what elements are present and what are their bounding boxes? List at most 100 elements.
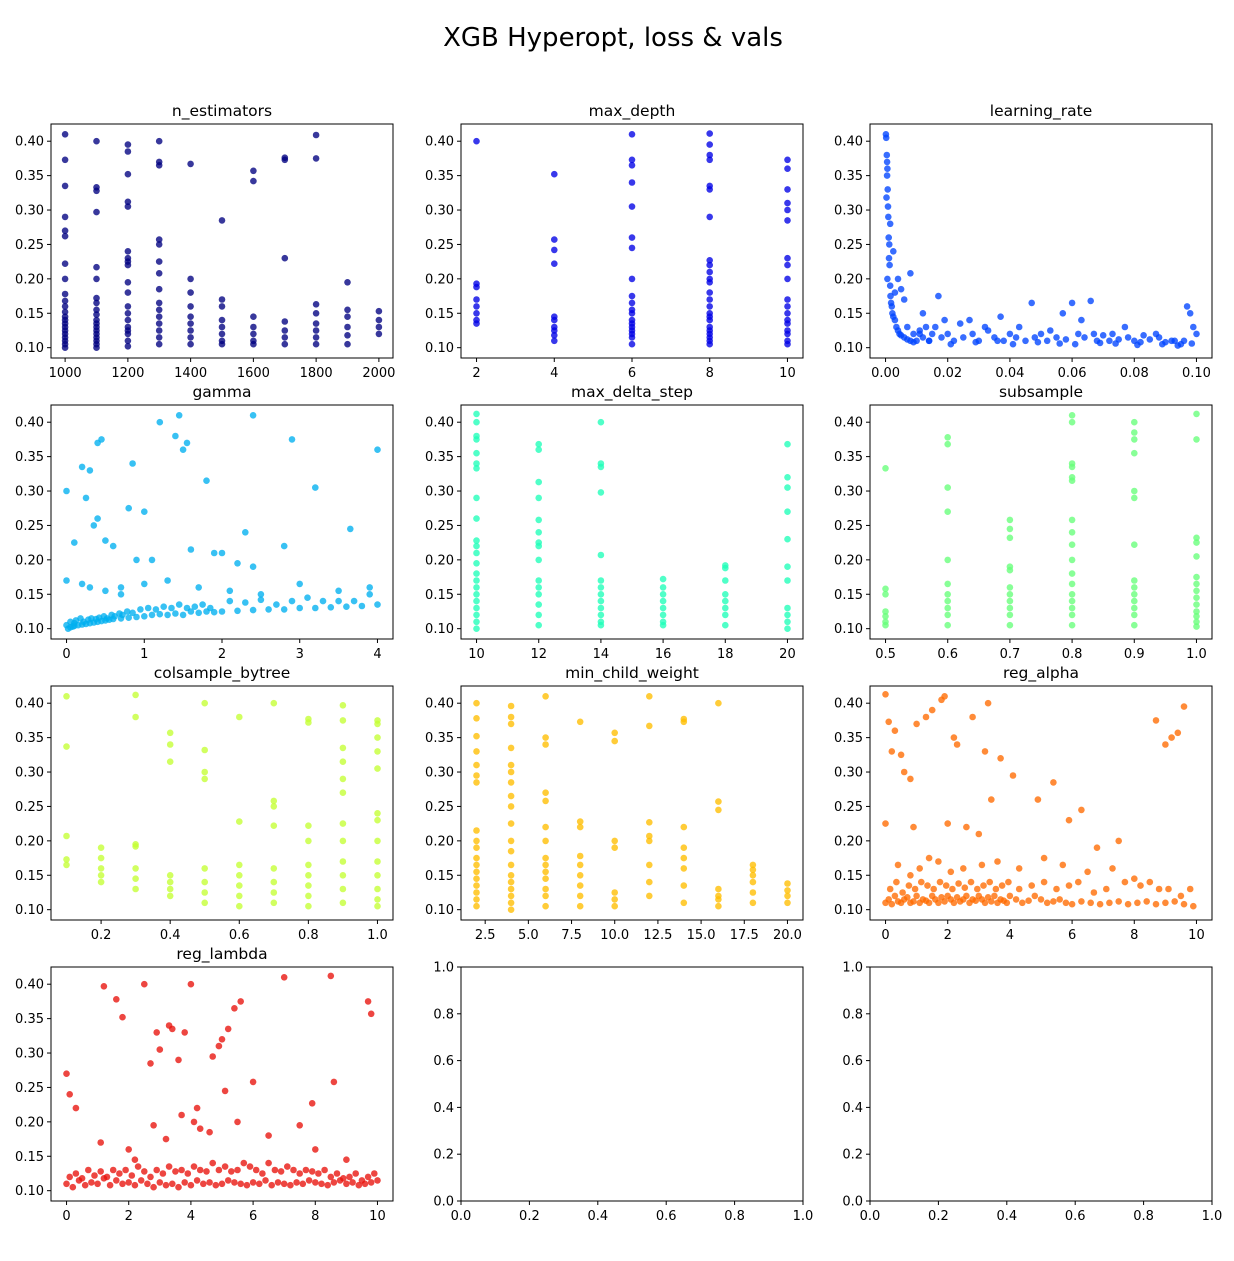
scatter-point (1081, 334, 1088, 341)
scatter-point (963, 892, 970, 900)
scatter-point (972, 338, 979, 346)
scatter-point (706, 261, 713, 269)
scatter-point (1006, 591, 1014, 598)
scatter-point (201, 899, 208, 907)
scatter-point (706, 130, 713, 137)
scatter-points (63, 972, 381, 1191)
scatter-point (1068, 900, 1076, 908)
scatter-point (281, 318, 289, 325)
scatter-point (1131, 577, 1138, 584)
scatter-point (137, 606, 144, 613)
scatter-point (312, 155, 320, 162)
y-tick-label: 0.30 (15, 204, 44, 219)
x-tick-label: 3 (296, 647, 304, 662)
scatter-point (250, 340, 257, 348)
scatter-point (913, 720, 920, 728)
scatter-point (894, 275, 902, 283)
scatter-point (994, 337, 1001, 345)
y-tick-label: 0.10 (15, 622, 44, 637)
scatter-point (1068, 516, 1076, 524)
scatter-point (784, 206, 791, 214)
scatter-point (242, 599, 249, 606)
x-tick-label: 6 (249, 1209, 257, 1224)
scatter-point (195, 609, 202, 617)
scatter-point (507, 837, 515, 845)
scatter-point (628, 131, 636, 138)
scatter-point (132, 713, 139, 721)
scatter-point (1171, 898, 1178, 905)
scatter-point (270, 699, 278, 707)
scatter-point (885, 718, 892, 726)
y-tick-label: 0.4 (842, 1101, 863, 1116)
scatter-points (473, 410, 791, 632)
y-tick-label: 0.10 (834, 341, 863, 356)
scatter-point (967, 878, 975, 886)
scatter-point (150, 1122, 157, 1129)
y-tick-label: 0.25 (834, 238, 863, 253)
scatter-point (119, 611, 126, 619)
subplot-title: subsample (999, 383, 1083, 401)
scatter-point (270, 865, 278, 872)
scatter-point (166, 741, 174, 748)
scatter-point (250, 167, 257, 175)
scatter-point (165, 1163, 173, 1170)
scatter-point (542, 837, 549, 845)
scatter-point (784, 156, 791, 164)
scatter-point (960, 334, 967, 341)
scatter-point (551, 316, 558, 324)
y-tick-label: 0.35 (425, 450, 454, 465)
scatter-point (166, 758, 174, 765)
scatter-point (226, 587, 234, 595)
scatter-point (93, 306, 100, 314)
scatter-point (124, 248, 132, 255)
scatter-point (374, 1177, 381, 1184)
subplot-title: n_estimators (172, 102, 272, 121)
scatter-point (899, 889, 906, 896)
plot-frame (460, 685, 804, 921)
scatter-point (288, 597, 296, 605)
scatter-point (61, 260, 69, 268)
x-tick-label: 0.4 (996, 1209, 1017, 1224)
scatter-point (218, 1180, 226, 1188)
scatter-point (944, 484, 951, 491)
scatter-point (155, 340, 163, 348)
scatter-point (218, 303, 226, 310)
scatter-point (473, 537, 480, 544)
scatter-point (374, 810, 381, 817)
y-tick-label: 0.10 (15, 1184, 44, 1199)
scatter-point (281, 156, 289, 164)
scatter-point (374, 902, 381, 910)
scatter-point (352, 1170, 360, 1177)
subplot-n_estimators: n_estimators 1000 1200 1400 1600 1800 2000 0.10… (15, 102, 395, 381)
scatter-point (535, 516, 542, 524)
scatter-point (1152, 717, 1160, 724)
scatter-point (978, 861, 986, 869)
scatter-point (296, 580, 304, 588)
scatter-point (473, 449, 480, 457)
scatter-point (706, 141, 713, 148)
scatter-point (1087, 899, 1094, 907)
scatter-point (234, 1118, 241, 1126)
scatter-point (1015, 885, 1023, 893)
scatter-point (659, 621, 667, 629)
scatter-point (155, 299, 163, 307)
scatter-point (296, 604, 304, 612)
scatter-point (473, 827, 480, 834)
scatter-point (1171, 337, 1178, 345)
scatter-point (162, 1181, 170, 1189)
scatter-point (597, 489, 605, 496)
scatter-point (72, 1104, 80, 1112)
scatter-point (597, 577, 605, 584)
scatter-point (358, 1177, 366, 1184)
scatter-point (706, 156, 713, 164)
scatter-point (124, 261, 132, 269)
x-tick-label: 8 (706, 366, 714, 381)
scatter-point (339, 744, 347, 752)
y-tick-label: 0.15 (425, 588, 454, 603)
scatter-point (884, 275, 891, 283)
scatter-point (305, 1177, 313, 1184)
scatter-point (916, 327, 923, 334)
scatter-point (82, 494, 90, 502)
scatter-point (94, 1180, 101, 1188)
